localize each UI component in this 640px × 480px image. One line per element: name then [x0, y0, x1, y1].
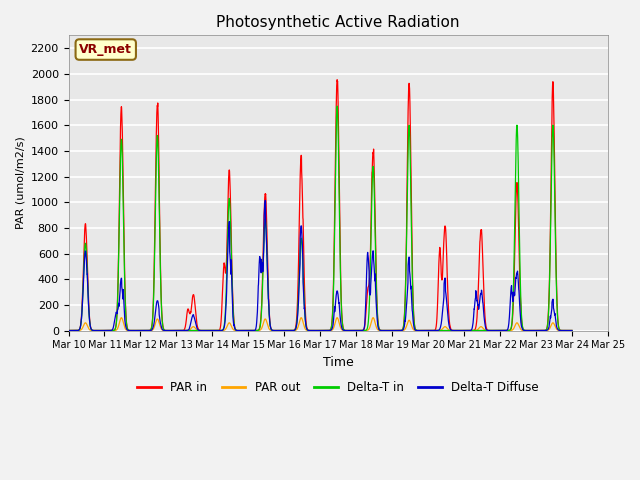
Legend: PAR in, PAR out, Delta-T in, Delta-T Diffuse: PAR in, PAR out, Delta-T in, Delta-T Dif… [132, 376, 544, 398]
Y-axis label: PAR (umol/m2/s): PAR (umol/m2/s) [15, 136, 25, 229]
X-axis label: Time: Time [323, 356, 354, 369]
Title: Photosynthetic Active Radiation: Photosynthetic Active Radiation [216, 15, 460, 30]
Text: VR_met: VR_met [79, 43, 132, 56]
